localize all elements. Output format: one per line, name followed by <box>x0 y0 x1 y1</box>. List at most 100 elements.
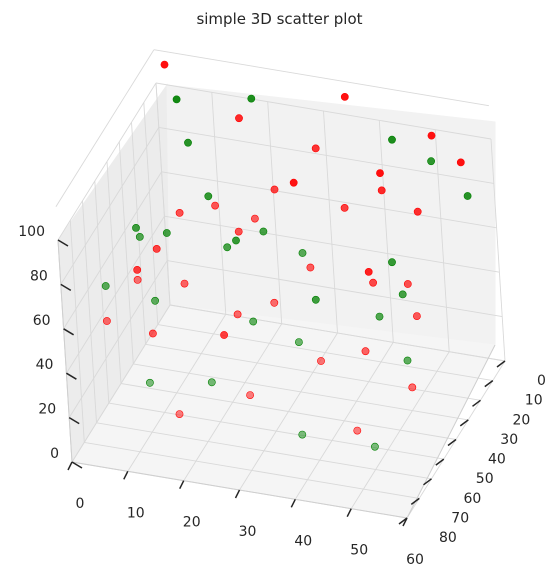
scatter-point <box>204 192 213 201</box>
y-tick-mark <box>472 399 481 407</box>
scatter-point <box>311 144 320 153</box>
y-tick-mark <box>459 419 469 427</box>
scatter-point <box>375 312 384 321</box>
scatter-point <box>180 279 189 288</box>
x-tick-mark <box>67 461 73 471</box>
gridline-back-z <box>169 304 506 362</box>
scatter-point <box>148 329 157 338</box>
scatter-point <box>234 227 243 236</box>
gridline-left-y <box>82 200 97 423</box>
scatter-point <box>403 356 412 365</box>
scatter-point <box>298 249 307 257</box>
scatter-point <box>162 229 171 237</box>
x-tick-label: 30 <box>239 524 257 540</box>
scatter-point <box>376 169 384 177</box>
scatter-point <box>294 338 303 346</box>
scatter-point <box>388 258 396 267</box>
scatter-point <box>311 295 320 304</box>
gridline-back-x <box>323 110 338 334</box>
y-tick-mark <box>423 478 432 486</box>
gridline-left-y <box>69 220 85 443</box>
z-tick-mark <box>68 416 80 425</box>
scatter-point <box>463 192 472 200</box>
scatter-point <box>235 114 243 123</box>
scatter-point <box>103 317 111 325</box>
scatter-point <box>306 263 315 272</box>
x-tick-mark <box>123 470 129 480</box>
y-tick-mark <box>435 458 445 466</box>
scatter-point <box>370 442 379 451</box>
y-tick-label: 10 <box>525 393 543 409</box>
scatter-point <box>340 93 349 101</box>
x-tick-label: 40 <box>294 533 312 549</box>
gridline-left-z <box>66 215 165 374</box>
y-tick-mark <box>496 360 506 368</box>
gridline-left-z <box>57 82 157 241</box>
scatter-point <box>233 310 242 319</box>
scatter-point <box>223 243 232 252</box>
scatter-point <box>408 383 417 392</box>
y-tick-label: 70 <box>451 510 469 526</box>
scatter-point <box>211 201 219 210</box>
scatter-point <box>250 214 259 223</box>
y-tick-mark <box>447 438 457 447</box>
gridline-back-z <box>155 82 492 140</box>
scatter-point <box>364 267 373 276</box>
gridline-floor-y <box>108 402 444 460</box>
scatter-point <box>172 95 181 104</box>
scatter-point <box>298 430 307 439</box>
scatter-point <box>289 178 298 187</box>
scatter-point <box>175 208 184 217</box>
y-tick-label: 20 <box>513 412 531 428</box>
z-axis-line <box>57 239 73 463</box>
gridline-floor-y <box>120 383 457 440</box>
gridline-back-z <box>161 171 497 229</box>
y-tick-label: 50 <box>476 471 494 487</box>
gridline-floor-y <box>96 422 432 480</box>
x-tick-label: 10 <box>127 505 145 521</box>
scatter-point <box>132 223 140 232</box>
gridline-left-y <box>94 181 110 404</box>
x-tick-label: 50 <box>350 543 368 559</box>
scatter-point <box>270 185 279 194</box>
gridline-back-x <box>378 120 394 343</box>
z-tick-label: 60 <box>33 313 51 329</box>
gridline-back-z <box>158 126 494 184</box>
z-tick-label: 40 <box>36 357 54 373</box>
tick-labels: 0 10 20 30 40 50 60 0 10 20 30 40 50 60 70 80 0 20 40 60 80 1… <box>18 224 546 568</box>
x-tick-label: 60 <box>406 552 424 568</box>
scatter-point <box>353 426 362 435</box>
gridline-back-x <box>434 129 450 352</box>
y-tick-label: 60 <box>464 491 482 507</box>
gridline-left-z <box>63 171 162 330</box>
x-tick-mark <box>290 498 296 508</box>
grid-lines <box>55 49 506 519</box>
gridline-top-edge <box>55 49 155 207</box>
scatter-point <box>184 138 192 147</box>
chart-title: simple 3D scatter plot <box>196 10 362 28</box>
gridline-left-y <box>155 82 171 306</box>
scatter-point <box>133 275 142 284</box>
gridline-left-y <box>106 161 122 384</box>
x-tick-label: 0 <box>76 496 85 512</box>
scatter-point <box>175 410 184 418</box>
scatter-point <box>427 157 435 166</box>
y-tick-label: 80 <box>439 530 457 546</box>
scatter-point <box>456 158 465 167</box>
z-tick-mark <box>57 239 69 247</box>
z-tick-label: 20 <box>38 402 56 418</box>
z-tick-label: 80 <box>30 268 48 284</box>
scatter-point <box>398 290 407 299</box>
scatter-point <box>220 331 228 339</box>
y-tick-mark <box>410 497 420 505</box>
scatter-point <box>340 203 349 212</box>
gridline-floor-y <box>84 441 420 499</box>
scatter-point <box>413 207 422 216</box>
gridline-top-edge <box>153 49 489 107</box>
scatter-point <box>151 296 159 305</box>
back-pane <box>166 84 496 346</box>
scatter-point <box>232 236 240 245</box>
scatter-point <box>377 186 386 195</box>
